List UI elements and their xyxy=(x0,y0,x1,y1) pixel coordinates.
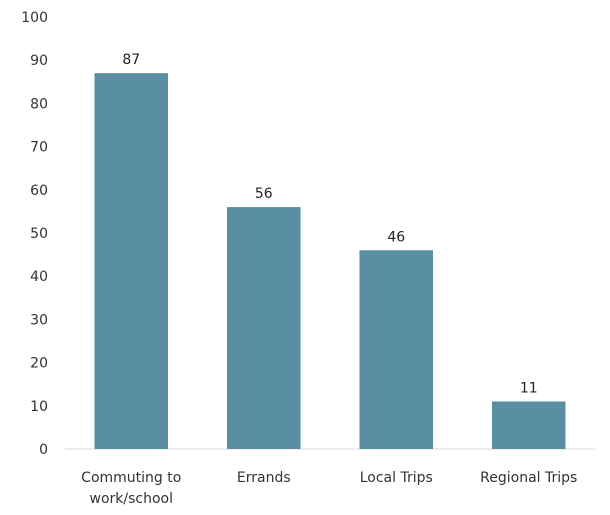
y-tick-label: 10 xyxy=(30,399,48,415)
y-tick-label: 90 xyxy=(30,53,48,69)
x-category-label: Regional Trips xyxy=(480,470,577,486)
y-tick-label: 60 xyxy=(30,183,48,199)
y-tick-label: 50 xyxy=(30,226,48,242)
x-category-label: Commuting to xyxy=(81,470,181,486)
bar xyxy=(226,207,301,449)
bar xyxy=(94,73,169,449)
y-tick-label: 0 xyxy=(39,442,48,458)
x-category-label: Local Trips xyxy=(360,470,433,486)
data-label: 46 xyxy=(387,229,405,245)
bar xyxy=(491,401,566,449)
y-axis: 0 10 20 30 40 50 60 70 80 90 100 xyxy=(21,10,48,458)
data-labels-group: 87 56 46 11 xyxy=(122,52,537,396)
x-category-label: Errands xyxy=(237,470,291,486)
bar xyxy=(359,250,434,449)
y-tick-label: 40 xyxy=(30,269,48,285)
y-tick-label: 100 xyxy=(21,10,48,26)
data-label: 11 xyxy=(520,380,538,396)
category-labels-group: Commuting to work/school Errands Local Trip… xyxy=(81,470,577,507)
y-tick-label: 20 xyxy=(30,356,48,372)
bars-group xyxy=(94,73,566,449)
data-label: 87 xyxy=(122,52,140,68)
data-label: 56 xyxy=(255,186,273,202)
y-tick-label: 30 xyxy=(30,312,48,328)
y-tick-label: 80 xyxy=(30,96,48,112)
y-tick-label: 70 xyxy=(30,140,48,156)
x-category-label: work/school xyxy=(90,491,173,507)
